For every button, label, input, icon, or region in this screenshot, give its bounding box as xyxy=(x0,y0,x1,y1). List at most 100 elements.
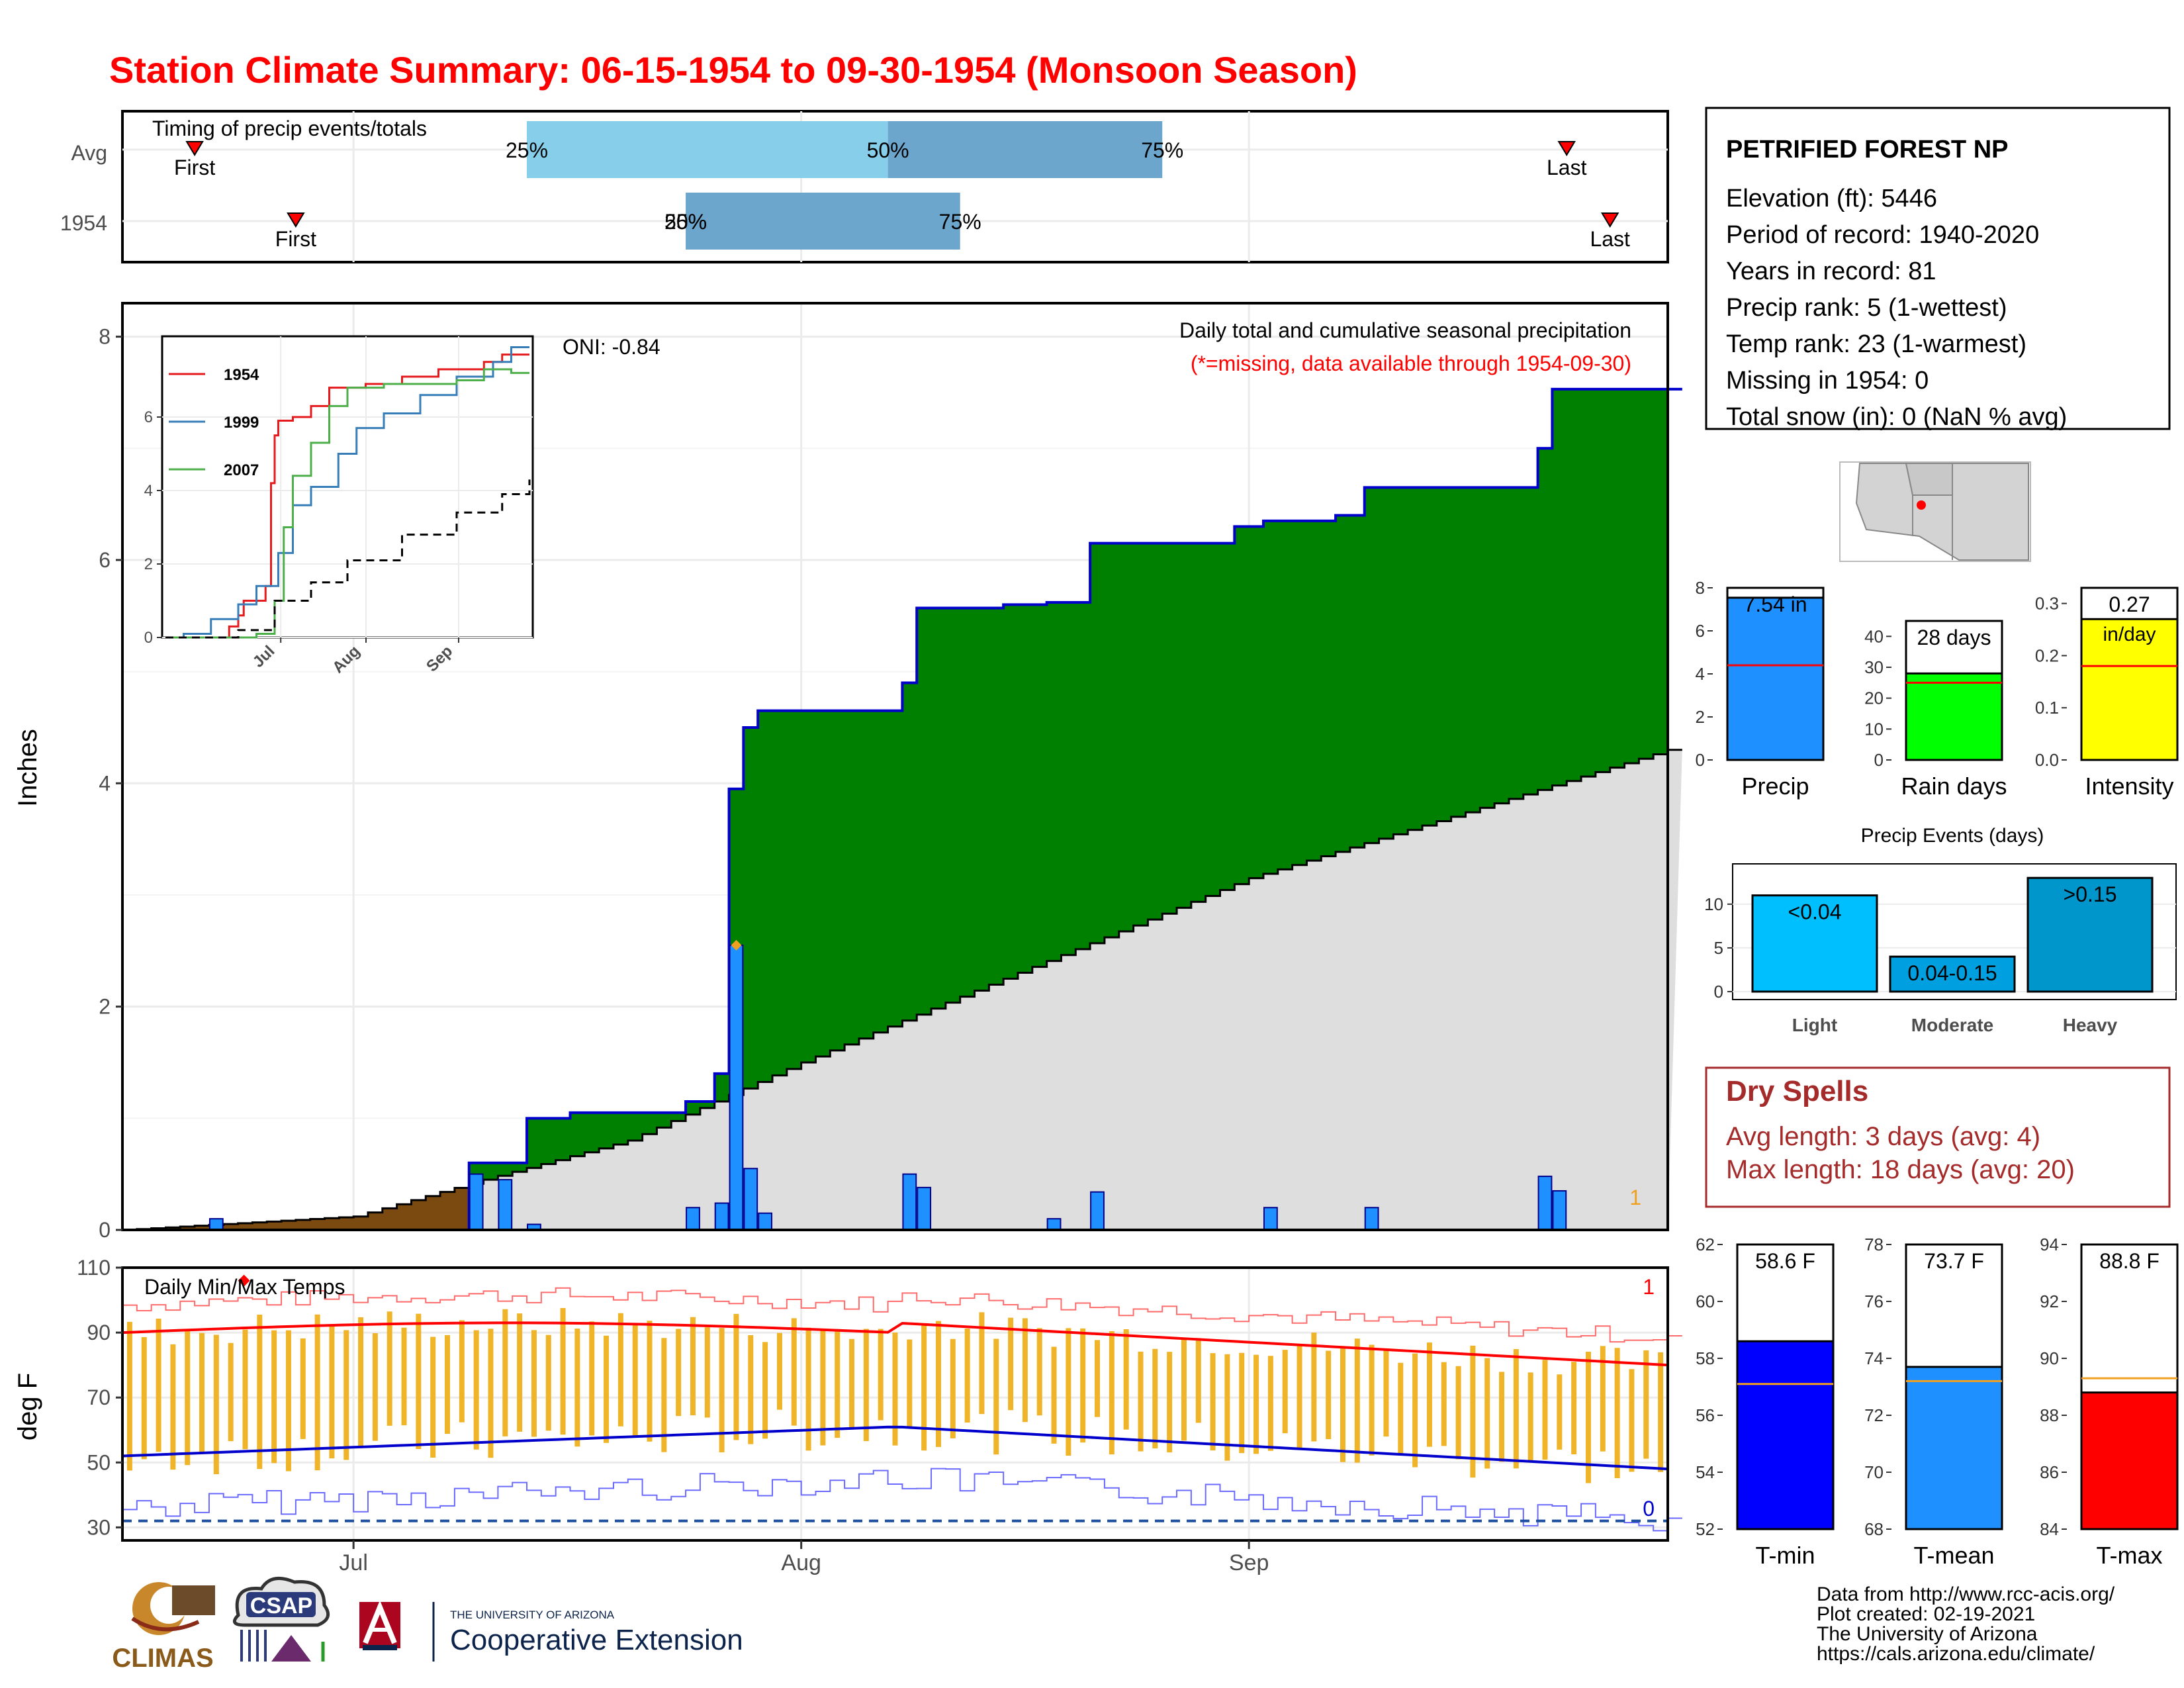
summary-ytick-label: 94 xyxy=(2040,1235,2059,1254)
summary-ytick-label: 68 xyxy=(1864,1519,1884,1539)
dry-spells-avg: Avg length: 3 days (avg: 4) xyxy=(1726,1122,2040,1151)
precip-annotation-2: (*=missing, data available through 1954-… xyxy=(1191,352,1631,375)
summary-value-bar xyxy=(1726,596,1825,761)
summary-ytick-label: 4 xyxy=(1696,664,1705,684)
surplus-area-segment xyxy=(1364,487,1380,843)
ua-logo: THE UNIVERSITY OF ARIZONA Cooperative Ex… xyxy=(359,1600,743,1662)
surplus-area-segment xyxy=(1624,389,1639,763)
csap-text: CSAP xyxy=(250,1593,312,1618)
surplus-area-segment xyxy=(1436,487,1452,821)
deficit-area-segment xyxy=(411,1200,426,1230)
timing-1954-quartile-label: 50% xyxy=(664,210,707,234)
inset-ytick-label: 6 xyxy=(144,408,153,426)
summary-value-label: 28 days xyxy=(1917,626,1991,649)
record-high-marker xyxy=(238,1274,250,1287)
surplus-area-segment xyxy=(1249,526,1264,878)
surplus-area-segment xyxy=(498,1162,513,1176)
surplus-area-segment xyxy=(945,608,961,1003)
credit-line-2: Plot created: 02-19-2021 xyxy=(1817,1603,2035,1625)
temp-ytick-label: 30 xyxy=(87,1515,111,1539)
daily-precip-bar xyxy=(714,1202,729,1231)
summary-ytick-label: 20 xyxy=(1864,688,1884,708)
summary-ytick-label: 8 xyxy=(1696,578,1705,598)
timing-avg-last-marker xyxy=(1557,141,1576,156)
precip-ytick-label: 4 xyxy=(99,771,111,795)
surplus-area-segment xyxy=(1104,543,1120,937)
summary-ytick-label: 60 xyxy=(1696,1291,1715,1311)
surplus-area-segment xyxy=(1118,543,1134,932)
station-info-line: Temp rank: 23 (1-warmest) xyxy=(1726,330,2026,358)
surplus-area-segment xyxy=(1494,487,1510,804)
station-info-line: Missing in 1954: 0 xyxy=(1726,367,1929,395)
precip-events-chart: Precip Events (days) 0 5 10 <0.04 Light 0.04-… xyxy=(1704,825,2177,1035)
surplus-area-segment xyxy=(1075,602,1091,949)
summary-ytick-label: 0.2 xyxy=(2035,645,2059,665)
surplus-area-segment xyxy=(642,1112,658,1135)
climas-text: CLIMAS xyxy=(112,1644,213,1673)
summary-category-label: Rain days xyxy=(1901,773,2007,800)
timing-avg-quartile-label: 25% xyxy=(506,138,548,162)
surplus-area-segment xyxy=(1552,389,1567,786)
summary-ytick-label: 84 xyxy=(2040,1519,2059,1539)
events-bar xyxy=(1751,894,1878,993)
summary-ytick-label: 2 xyxy=(1696,707,1705,727)
surplus-area-segment xyxy=(1277,520,1293,870)
summary-ytick-label: 58 xyxy=(1696,1348,1715,1368)
timing-avg-first-label: First xyxy=(174,156,215,179)
temp-ylabel: deg F xyxy=(13,1373,42,1440)
summary-ytick-label: 76 xyxy=(1864,1291,1884,1311)
daily-precip-bar xyxy=(743,1168,758,1231)
surplus-area-segment xyxy=(1567,389,1582,781)
deficit-area-segment xyxy=(353,1216,369,1230)
daily-precip-bar xyxy=(902,1173,917,1231)
deficit-area-segment xyxy=(324,1218,340,1230)
precip-ytick-label: 6 xyxy=(99,548,111,572)
daily-precip-bar xyxy=(1364,1207,1379,1231)
surplus-area-segment xyxy=(1336,515,1351,852)
page-title: Station Climate Summary: 06-15-1954 to 0… xyxy=(109,49,1357,91)
temp-ytick-label: 50 xyxy=(87,1450,111,1474)
deficit-area-segment xyxy=(238,1223,253,1230)
summary-value-bar xyxy=(1905,1366,2003,1530)
inset-ytick-label: 0 xyxy=(144,629,153,647)
summary-ytick-label: 52 xyxy=(1696,1519,1715,1539)
deficit-area-segment xyxy=(281,1221,296,1230)
csap-logo: CSAP xyxy=(232,1576,330,1662)
surplus-area-segment xyxy=(714,1073,730,1102)
summary-value-bar xyxy=(2080,1391,2179,1530)
average-cumulative-line xyxy=(122,749,1682,1231)
deficit-area-segment xyxy=(339,1217,354,1230)
deficit-area-segment xyxy=(310,1219,326,1230)
precip-annotation-1: Daily total and cumulative seasonal prec… xyxy=(1179,318,1631,342)
surplus-area-segment xyxy=(801,710,817,1062)
summary-ytick-label: 6 xyxy=(1696,621,1705,641)
surplus-area-segment xyxy=(1451,487,1467,817)
surplus-area-segment xyxy=(1205,543,1221,896)
summary-ytick-label: 0.0 xyxy=(2035,750,2059,770)
timing-avg-quartile-label: 75% xyxy=(1141,138,1183,162)
deficit-area-segment xyxy=(252,1222,267,1230)
surplus-area-segment xyxy=(873,710,889,1033)
summary-ytick-label: 70 xyxy=(1864,1462,1884,1482)
summary-value-bar xyxy=(1736,1340,1835,1530)
precip-corner-count: 1 xyxy=(1629,1186,1641,1209)
summary-value-label: 7.54 in xyxy=(1743,592,1807,616)
inset-legend-label: 1999 xyxy=(224,414,259,432)
surplus-area-segment xyxy=(512,1162,527,1172)
month-tick-label: Jul xyxy=(339,1550,367,1575)
daily-precip-bar xyxy=(758,1212,773,1231)
timing-1954-first-label: First xyxy=(275,227,316,251)
daily-precip-bar xyxy=(1046,1218,1062,1231)
arizona-map xyxy=(1839,461,2031,562)
summary-value-label: 73.7 F xyxy=(1924,1249,1984,1273)
timing-1954-last-label: Last xyxy=(1590,227,1630,251)
timing-1954-q50-q75-box xyxy=(686,193,960,250)
surplus-area-segment xyxy=(1393,487,1408,835)
precip-ytick-label: 2 xyxy=(99,995,111,1019)
events-bar xyxy=(1889,955,2016,993)
month-tick-label: Sep xyxy=(1229,1550,1269,1575)
temperature-summary-charts: 52 54 56 58 60 62 58.6 F T-min 68 70 72 74 76 78 73.7 … xyxy=(1696,1235,2179,1569)
timing-avg-q50-q75-box xyxy=(887,121,1163,178)
summary-ytick-label: 54 xyxy=(1696,1462,1715,1482)
surplus-area-segment xyxy=(1292,520,1308,865)
